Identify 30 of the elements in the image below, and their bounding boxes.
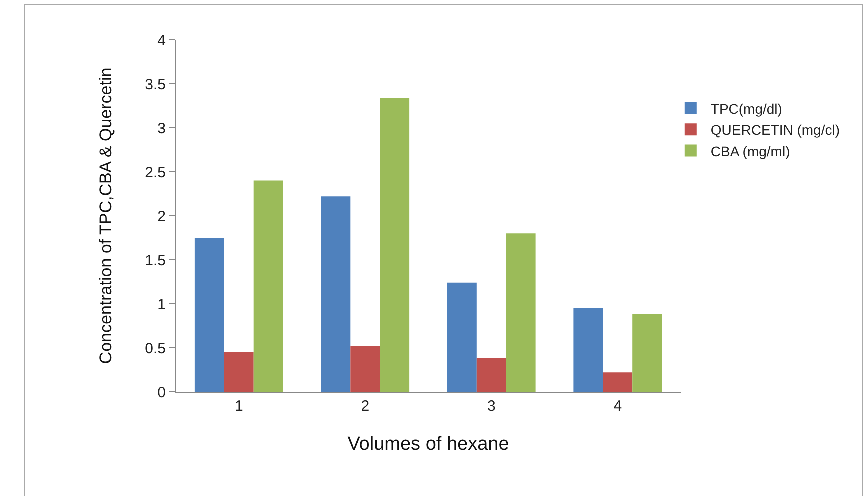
y-tick-label: 0 <box>158 384 166 402</box>
bar <box>476 358 506 392</box>
bar <box>447 282 477 392</box>
y-tick-label: 4 <box>158 32 166 50</box>
bar <box>380 98 410 392</box>
y-tick-label: 0.5 <box>145 340 166 358</box>
y-tick-label: 2 <box>158 208 166 226</box>
bar <box>321 196 351 392</box>
bar <box>350 346 380 392</box>
y-tick-label: 3.5 <box>145 76 166 94</box>
bar <box>603 372 633 392</box>
legend-label: CBA (mg/ml) <box>710 143 790 160</box>
y-axis-title: Concentration of TPC,CBA & Quercetin <box>96 68 116 364</box>
x-tick-label: 1 <box>234 398 244 415</box>
x-axis-title: Volumes of hexane <box>348 434 510 455</box>
legend-label: TPC(mg/dl) <box>710 100 782 117</box>
x-tick-label: 2 <box>361 398 370 415</box>
x-tick-label: 3 <box>487 398 496 415</box>
y-tick-label: 3 <box>158 120 166 138</box>
x-tick-label: 4 <box>614 398 622 415</box>
legend-label: QUERCETIN (mg/cl) <box>710 122 840 138</box>
bar <box>632 314 662 392</box>
bar <box>506 234 536 392</box>
bar <box>224 352 254 392</box>
y-tick-label: 1.5 <box>145 252 166 270</box>
bar <box>254 180 284 392</box>
bar <box>574 308 604 392</box>
bar <box>194 238 224 392</box>
y-tick-label: 2.5 <box>145 164 166 182</box>
y-tick-label: 1 <box>158 296 166 314</box>
